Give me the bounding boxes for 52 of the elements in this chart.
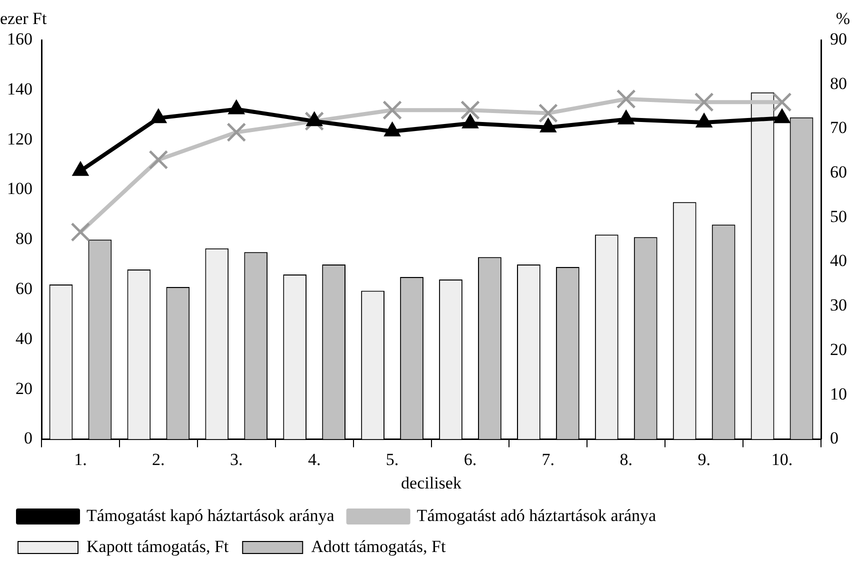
y-axis-title: ezer Ft <box>0 8 47 28</box>
x-tick-label: 1. <box>74 450 87 469</box>
point <box>538 103 558 123</box>
point <box>70 222 90 242</box>
point <box>148 150 168 170</box>
y2-tick-label: 50 <box>830 206 847 226</box>
y2-tick-label: 70 <box>830 118 847 138</box>
y2-tick-label: 30 <box>830 296 847 315</box>
y-tick-label: 160 <box>7 29 32 48</box>
y-tick-label: 100 <box>7 179 32 198</box>
y2-tick-label: 60 <box>830 162 847 182</box>
y2-axis-title: % <box>836 8 850 28</box>
y2-tick-label: 80 <box>830 74 847 93</box>
legend-label: Támogatást kapó háztartások aránya <box>86 506 335 525</box>
point <box>696 113 712 128</box>
point <box>462 114 479 128</box>
y-tick-label: 140 <box>7 79 32 98</box>
y2-tick-label: 20 <box>830 340 847 359</box>
y2-tick-label: 10 <box>830 384 847 404</box>
point <box>150 108 167 124</box>
legend-label: Támogatást adó háztartások aránya <box>416 506 657 525</box>
point <box>774 108 790 124</box>
point <box>460 100 480 120</box>
x-tick-label: 6. <box>464 450 477 469</box>
legend-label: Kapott támogatás, Ft <box>86 536 229 556</box>
y2-tick-label: 40 <box>830 251 847 270</box>
x-tick-label: 3. <box>230 450 243 469</box>
x-tick-label: 7. <box>542 450 555 469</box>
x-tick-label: 10. <box>771 450 793 469</box>
x-tick-label: 9. <box>698 450 710 469</box>
point <box>72 161 89 176</box>
y-tick-label: 80 <box>16 229 32 248</box>
y-tick-label: 0 <box>24 428 32 448</box>
y-tick-label: 120 <box>7 129 32 148</box>
point <box>384 122 401 136</box>
x-tick-label: 4. <box>308 450 321 469</box>
y2-tick-label: 0 <box>830 428 838 448</box>
x-tick-label: 8. <box>620 450 632 469</box>
y-tick-label: 20 <box>16 378 32 398</box>
legend-label: Adott támogatás, Ft <box>311 536 446 556</box>
point <box>540 118 556 132</box>
point <box>618 110 634 124</box>
y-tick-label: 60 <box>16 278 32 298</box>
point <box>306 112 323 126</box>
point <box>228 100 245 114</box>
point <box>382 100 402 120</box>
y-tick-label: 40 <box>16 328 32 348</box>
x-tick-label: 5. <box>386 450 399 469</box>
x-axis-title: decilisek <box>401 473 462 492</box>
x-tick-label: 2. <box>152 450 165 469</box>
point <box>226 122 246 142</box>
y2-tick-label: 90 <box>830 29 847 48</box>
